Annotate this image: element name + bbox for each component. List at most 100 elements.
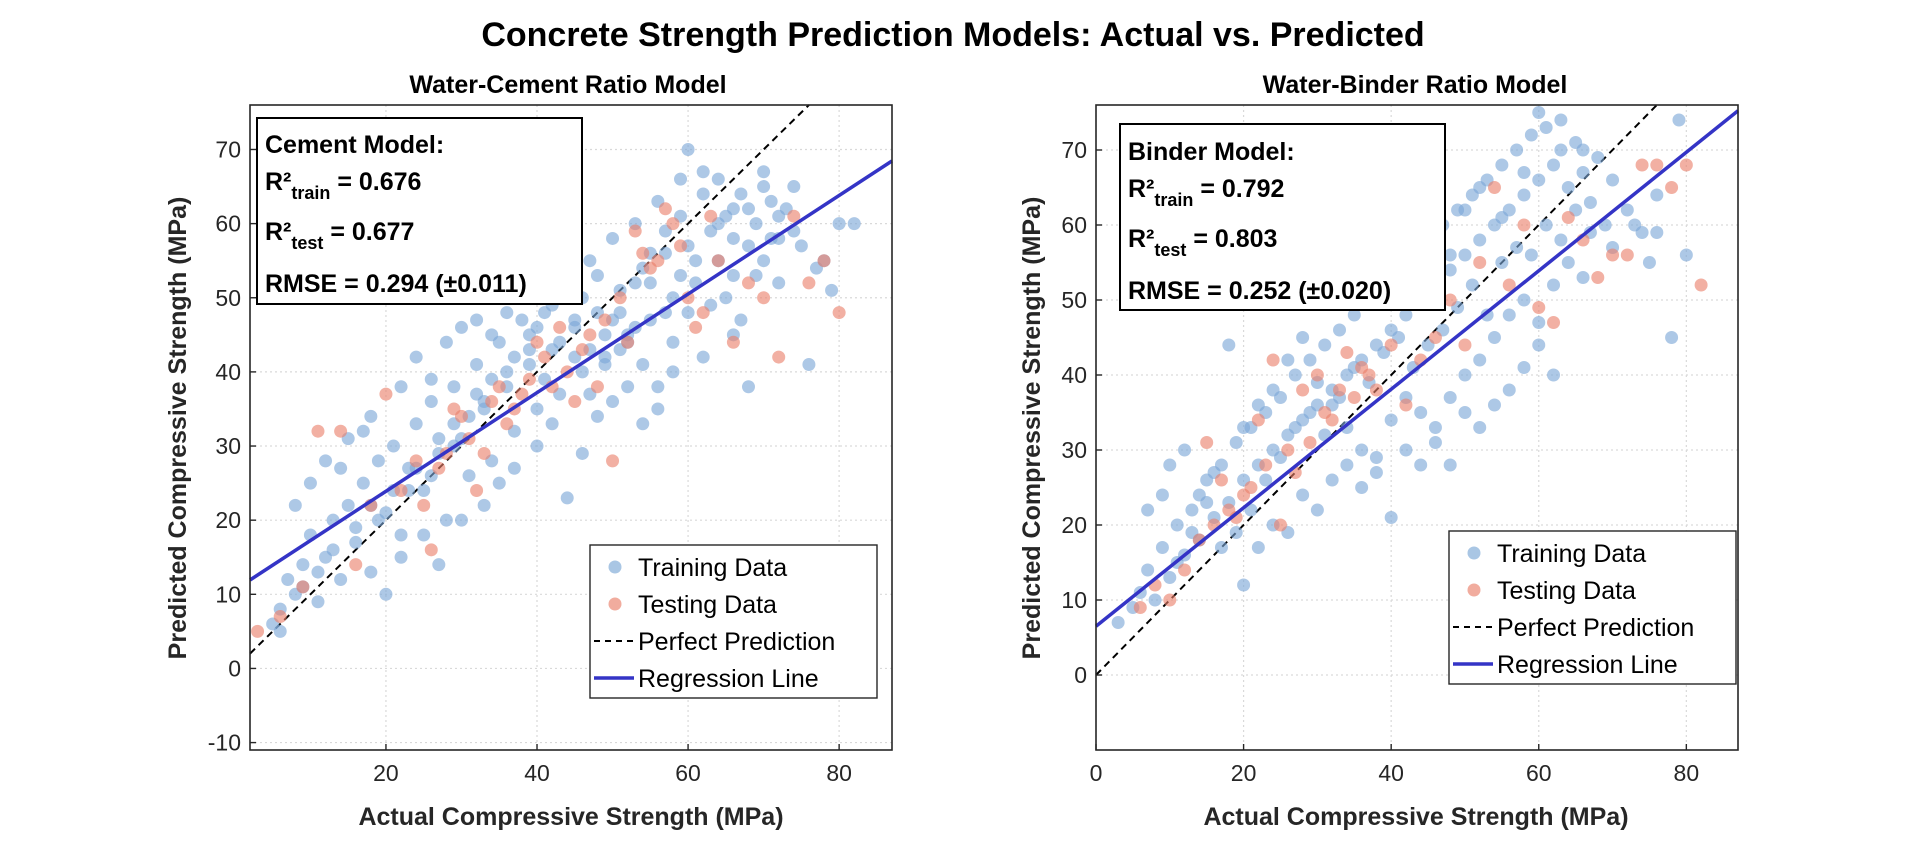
cement-training-point — [334, 461, 348, 475]
cement-r2-test: R²test = 0.677 — [265, 218, 414, 253]
cement-training-point — [719, 291, 733, 305]
binder-testing-point — [1635, 158, 1649, 172]
cement-training-point — [681, 306, 695, 320]
cement-testing-point — [447, 402, 461, 416]
binder-legend-training-marker — [1467, 546, 1481, 560]
binder-training-point — [1237, 421, 1251, 434]
binder-testing-point — [1273, 518, 1287, 532]
binder-training-point — [1185, 503, 1199, 517]
binder-training-point — [1428, 436, 1442, 449]
binder-testing-point — [1178, 563, 1192, 577]
binder-testing-point — [1266, 353, 1280, 367]
binder-testing-point — [1458, 338, 1472, 352]
binder-testing-point — [1502, 278, 1516, 292]
binder-x-tick-label: 0 — [1090, 760, 1103, 786]
binder-training-point — [1141, 503, 1155, 517]
cement-testing-point — [598, 313, 612, 327]
cement-training-point — [349, 535, 363, 549]
binder-training-point — [1296, 488, 1310, 502]
cement-training-point — [749, 217, 763, 231]
binder-training-point — [1517, 361, 1531, 374]
cement-testing-point — [583, 328, 597, 342]
cement-training-point — [500, 306, 514, 320]
binder-legend-testing-label: Testing Data — [1497, 577, 1636, 605]
binder-training-point — [1111, 616, 1125, 629]
binder-r2-test: R²test = 0.803 — [1128, 225, 1277, 260]
cement-training-point — [772, 276, 786, 290]
cement-testing-point — [432, 461, 446, 475]
cement-training-point — [530, 439, 544, 453]
cement-training-point — [454, 513, 468, 527]
cement-training-point — [417, 484, 431, 498]
cement-training-point — [832, 217, 846, 231]
cement-testing-point — [485, 395, 499, 409]
binder-stats-heading: Binder Model: — [1128, 138, 1295, 166]
binder-training-point — [1178, 443, 1192, 457]
cement-training-point — [726, 202, 740, 216]
cement-training-point — [470, 357, 484, 371]
cement-training-point — [417, 528, 431, 542]
binder-training-point — [1155, 541, 1169, 554]
binder-training-point — [1155, 488, 1169, 502]
binder-x-tick-label: 40 — [1378, 760, 1404, 786]
binder-x-axis-label: Actual Compressive Strength (MPa) — [1203, 803, 1628, 831]
binder-training-point — [1458, 406, 1472, 419]
cement-scatter-points — [251, 142, 861, 638]
cement-training-point — [802, 357, 816, 371]
cement-testing-point — [251, 624, 265, 638]
binder-training-point — [1561, 181, 1575, 194]
cement-training-point — [696, 350, 710, 364]
cement-training-point — [371, 454, 385, 468]
binder-training-point — [1487, 331, 1501, 344]
binder-scatter-points — [1111, 106, 1708, 629]
cement-training-point — [689, 254, 703, 268]
binder-training-point — [1266, 383, 1280, 397]
cement-testing-point — [621, 335, 635, 349]
binder-training-point — [1576, 271, 1590, 284]
cement-testing-point — [711, 254, 725, 268]
binder-training-point — [1251, 398, 1265, 412]
cement-legend: Training Data Testing Data Perfect Predi… — [589, 544, 878, 699]
binder-training-point — [1355, 481, 1369, 494]
cement-r2-train: R²train = 0.676 — [265, 168, 421, 203]
cement-training-point — [674, 172, 688, 186]
cement-testing-point — [772, 350, 786, 364]
cement-testing-point — [575, 343, 589, 357]
binder-training-point — [1547, 158, 1561, 172]
binder-training-point — [1495, 256, 1509, 269]
cement-training-point — [741, 239, 755, 253]
binder-training-point — [1672, 113, 1686, 127]
cement-testing-point — [470, 484, 484, 498]
binder-testing-point — [1296, 383, 1310, 397]
binder-training-point — [1148, 593, 1162, 607]
cement-training-point — [628, 276, 642, 290]
binder-testing-point — [1561, 211, 1575, 224]
binder-testing-point — [1620, 248, 1634, 262]
binder-training-point — [1473, 181, 1487, 194]
cement-plot-frame — [249, 104, 893, 751]
cement-perfect-line-path — [249, 104, 810, 655]
binder-training-point — [1458, 248, 1472, 262]
binder-training-point — [1539, 218, 1553, 232]
cement-training-point — [538, 306, 552, 320]
cement-training-point — [515, 313, 529, 327]
cement-legend-frame — [589, 544, 878, 699]
binder-training-point — [1288, 368, 1302, 382]
cement-perfect-prediction-line — [249, 104, 810, 655]
cement-training-point — [394, 528, 408, 542]
binder-model-panel: Water-Binder Ratio Model 0 20 40 60 80 0 10 20 3… — [1018, 71, 1740, 831]
binder-training-point — [1458, 203, 1472, 217]
binder-testing-point — [1214, 473, 1228, 487]
cement-training-point — [364, 565, 378, 579]
cement-training-point — [666, 365, 680, 379]
cement-training-point — [470, 313, 484, 327]
cement-training-point — [303, 476, 317, 490]
cement-rmse: RMSE = 0.294 (±0.011) — [265, 270, 527, 298]
cement-training-point — [757, 180, 771, 194]
cement-x-axis-label: Actual Compressive Strength (MPa) — [358, 803, 783, 831]
binder-testing-point — [1487, 181, 1501, 194]
binder-training-point — [1229, 526, 1243, 539]
binder-training-point — [1340, 458, 1354, 472]
cement-training-point — [334, 572, 348, 586]
binder-testing-point — [1251, 413, 1265, 427]
